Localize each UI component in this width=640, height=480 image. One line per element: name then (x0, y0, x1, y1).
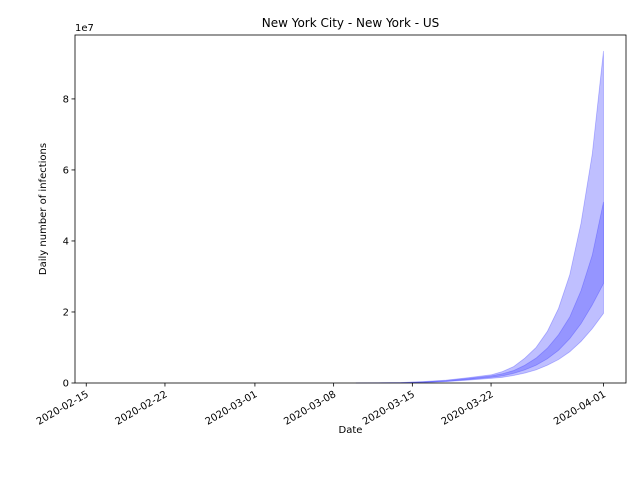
band-0 (355, 50, 604, 384)
y-tick-label-2: 4 (63, 236, 69, 247)
plot-frame (74, 34, 627, 384)
chart-title: New York City - New York - US (262, 16, 440, 30)
x-axis-label: Date (339, 425, 363, 436)
y-tick-label-0: 0 (63, 379, 69, 390)
bands-group (355, 50, 604, 384)
y-tick-label-3: 6 (63, 165, 69, 176)
y-tick-label-4: 8 (63, 94, 69, 105)
band-1 (356, 201, 604, 384)
y-offset-text: 1e7 (75, 23, 94, 34)
y-ticks-group: 0 2 4 6 8 (63, 94, 75, 390)
y-axis-label: Daily number of infections (38, 143, 49, 275)
y-tick-label-1: 2 (63, 307, 69, 318)
